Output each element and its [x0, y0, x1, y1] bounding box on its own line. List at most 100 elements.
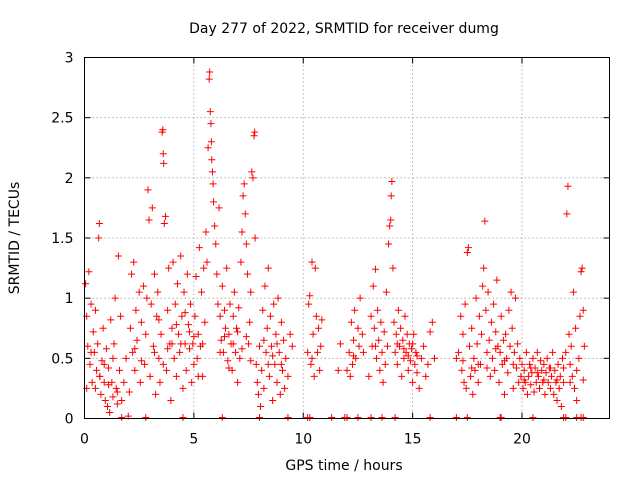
- data-point: [392, 330, 400, 338]
- data-point: [334, 366, 342, 374]
- data-point: [457, 312, 465, 320]
- data-point: [541, 390, 549, 398]
- y-tick-label: 1.5: [51, 231, 73, 247]
- data-point: [248, 168, 256, 176]
- data-point: [562, 414, 570, 421]
- data-point: [497, 414, 505, 421]
- data-point: [143, 294, 151, 302]
- data-point: [483, 364, 491, 372]
- data-point: [373, 354, 381, 362]
- data-point: [523, 390, 531, 398]
- data-point: [216, 348, 224, 356]
- data-point: [533, 369, 541, 377]
- data-point: [226, 300, 234, 308]
- data-point: [540, 360, 548, 368]
- data-point: [567, 342, 575, 350]
- data-point: [151, 348, 158, 356]
- data-point: [231, 348, 239, 356]
- data-point: [505, 306, 513, 314]
- data-point: [96, 372, 104, 380]
- data-point: [420, 342, 428, 350]
- data-point: [579, 414, 587, 421]
- data-point: [159, 150, 167, 158]
- data-point: [206, 68, 214, 76]
- data-point: [348, 360, 356, 368]
- data-point: [164, 345, 172, 353]
- data-point: [304, 348, 312, 356]
- data-point: [155, 316, 163, 324]
- data-point: [261, 282, 269, 290]
- data-point: [499, 336, 507, 344]
- data-point: [317, 342, 325, 350]
- data-point: [151, 270, 158, 278]
- data-point: [99, 324, 107, 332]
- data-point: [507, 288, 515, 296]
- data-point: [312, 312, 320, 320]
- data-point: [354, 414, 362, 421]
- data-point: [152, 390, 160, 398]
- data-point: [117, 312, 125, 320]
- data-point: [468, 324, 476, 332]
- data-point: [463, 414, 471, 421]
- data-point: [140, 282, 148, 290]
- data-point: [142, 414, 150, 421]
- data-point: [370, 324, 378, 332]
- data-point: [273, 378, 281, 386]
- data-point: [259, 306, 267, 314]
- data-point: [113, 388, 121, 396]
- data-point: [575, 354, 583, 362]
- data-point: [398, 372, 406, 380]
- data-point: [458, 366, 466, 374]
- data-point: [502, 330, 510, 338]
- data-point: [391, 348, 399, 356]
- data-point: [85, 268, 93, 276]
- data-point: [379, 378, 387, 386]
- data-point: [424, 360, 432, 368]
- data-point: [367, 312, 375, 320]
- data-point: [186, 328, 193, 336]
- data-point: [223, 264, 231, 272]
- data-point: [548, 372, 556, 380]
- data-point: [313, 348, 321, 356]
- data-point: [513, 364, 521, 372]
- data-point: [492, 345, 500, 353]
- data-point: [381, 360, 389, 368]
- data-point: [400, 345, 408, 353]
- data-point: [557, 402, 565, 410]
- x-tick-label: 10: [294, 432, 312, 448]
- data-point: [517, 372, 525, 380]
- data-point: [385, 240, 393, 248]
- data-point: [252, 360, 260, 368]
- data-point: [350, 352, 358, 360]
- data-point: [367, 414, 375, 421]
- data-point: [515, 378, 523, 386]
- data-point: [491, 366, 499, 374]
- data-point: [358, 330, 366, 338]
- data-point: [391, 414, 399, 421]
- data-point: [215, 204, 223, 212]
- data-point: [553, 396, 561, 404]
- data-point: [336, 340, 344, 348]
- y-axis-label: SRMTID / TECUs: [7, 182, 23, 295]
- data-point: [182, 366, 190, 374]
- data-point: [519, 384, 527, 392]
- data-point: [365, 372, 373, 380]
- data-point: [533, 348, 541, 356]
- x-tick-label: 5: [189, 432, 198, 448]
- data-point: [242, 333, 250, 341]
- data-point: [247, 288, 255, 296]
- data-point: [532, 378, 540, 386]
- data-point: [251, 234, 259, 242]
- data-point: [179, 414, 187, 421]
- data-point: [481, 217, 489, 225]
- data-point: [178, 312, 186, 320]
- data-point: [273, 340, 281, 348]
- data-point: [147, 300, 155, 308]
- data-point: [526, 360, 534, 368]
- data-point: [394, 306, 402, 314]
- data-point: [461, 300, 469, 308]
- data-point: [251, 128, 259, 136]
- data-point: [264, 264, 272, 272]
- data-point: [408, 345, 416, 353]
